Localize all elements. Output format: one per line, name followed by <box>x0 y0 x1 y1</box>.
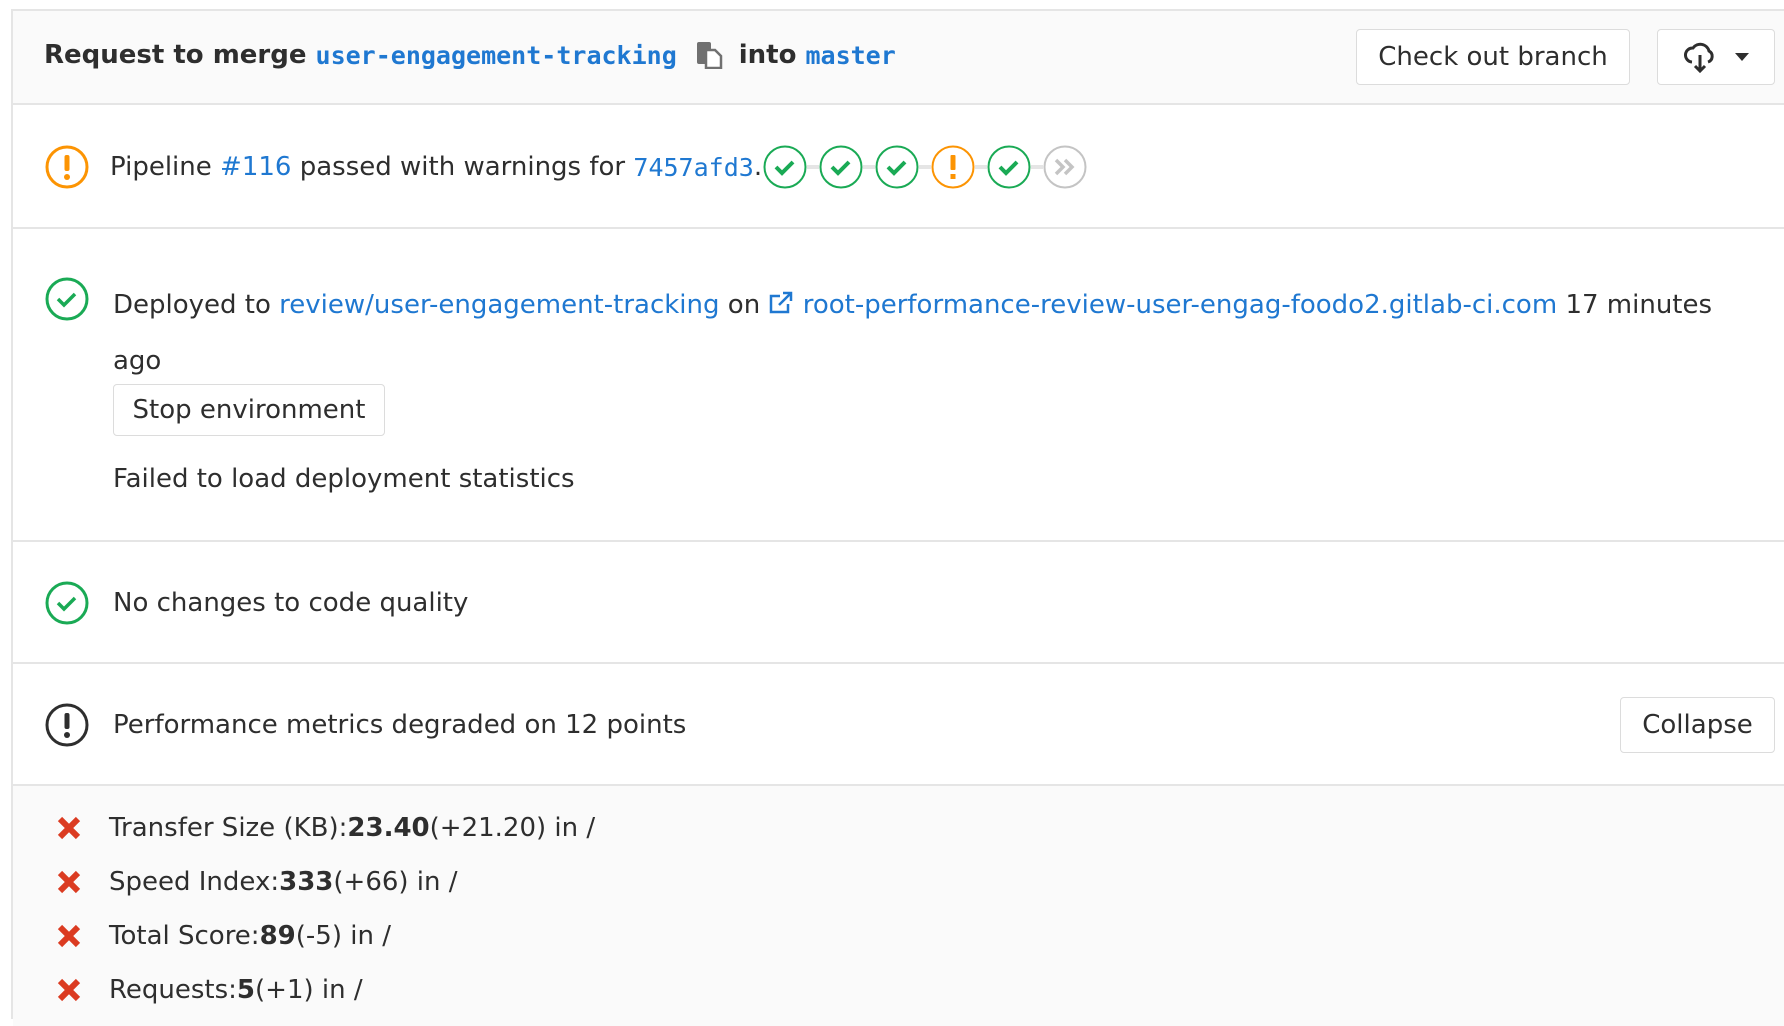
metric-delta: (+1) in / <box>255 975 363 1005</box>
deploy-prefix: Deployed to <box>113 290 271 320</box>
neutral-warning-icon <box>45 703 89 747</box>
metric-value: 89 <box>259 921 296 951</box>
metric-value: 333 <box>279 867 334 897</box>
performance-summary: Performance metrics degraded on 12 point… <box>113 710 687 740</box>
metric-item: Transfer Size (KB): 23.40 (+21.20) in / <box>13 810 595 846</box>
check-out-branch-button[interactable]: Check out branch <box>1356 29 1630 85</box>
degraded-x-icon <box>57 924 81 948</box>
metric-item: Requests: 5 (+1) in / <box>13 972 363 1008</box>
stop-environment-label: Stop environment <box>132 395 366 425</box>
degraded-x-icon <box>57 816 81 840</box>
metric-value: 5 <box>236 975 256 1005</box>
degraded-x-icon <box>57 870 81 894</box>
metric-name: Total Score: <box>109 921 260 951</box>
stage-success-icon[interactable] <box>875 145 919 189</box>
deploy-on: on <box>727 290 761 320</box>
stage-skipped-icon[interactable] <box>1043 145 1087 189</box>
degraded-x-icon <box>57 978 81 1002</box>
pipeline-id-link[interactable]: #116 <box>220 152 292 182</box>
pipeline-status-text: passed with warnings for <box>299 152 626 182</box>
collapse-label: Collapse <box>1642 710 1753 740</box>
stage-warning-icon[interactable] <box>931 145 975 189</box>
merge-request-widget: Request to merge user-engagement-trackin… <box>11 9 1784 1026</box>
metric-name: Requests: <box>109 975 237 1005</box>
chevron-down-icon <box>1735 53 1749 61</box>
environment-url-link[interactable]: root-performance-review-user-engag-foodo… <box>802 290 1558 320</box>
commit-link[interactable]: 7457afd3 <box>633 152 754 182</box>
performance-metrics-list: Transfer Size (KB): 23.40 (+21.20) in / Spe… <box>13 786 1784 1026</box>
stage-success-icon[interactable] <box>819 145 863 189</box>
success-status-icon <box>45 581 89 625</box>
external-link-icon <box>770 291 793 314</box>
collapse-button[interactable]: Collapse <box>1620 697 1775 753</box>
metric-name: Speed Index: <box>109 867 280 897</box>
metric-value: 23.40 <box>347 813 430 843</box>
stage-success-icon[interactable] <box>763 145 807 189</box>
cloud-download-icon <box>1684 42 1714 74</box>
pipeline-section: Pipeline #116 passed with warnings for 7… <box>13 105 1784 229</box>
code-quality-section: No changes to code quality <box>13 542 1784 664</box>
code-quality-text: No changes to code quality <box>113 588 469 618</box>
performance-section: Performance metrics degraded on 12 point… <box>13 664 1784 786</box>
stop-environment-button[interactable]: Stop environment <box>113 384 385 436</box>
check-out-branch-label: Check out branch <box>1378 42 1608 72</box>
target-branch-link[interactable]: master <box>805 40 896 70</box>
metric-item: Total Score: 89 (-5) in / <box>13 918 391 954</box>
header-prefix: Request to merge <box>44 40 307 70</box>
pipeline-stages <box>763 145 1103 189</box>
mr-header: Request to merge user-engagement-trackin… <box>13 11 1784 105</box>
metric-delta: (+66) in / <box>333 867 458 897</box>
copy-branch-icon[interactable] <box>695 41 723 70</box>
pipeline-label: Pipeline <box>110 152 212 182</box>
warning-status-icon <box>45 145 89 189</box>
metric-name: Transfer Size (KB): <box>109 813 348 843</box>
metric-delta: (+21.20) in / <box>429 813 596 843</box>
header-into: into <box>738 40 797 70</box>
period: . <box>753 152 763 182</box>
download-dropdown-button[interactable] <box>1657 29 1775 85</box>
deployment-stats-error: Failed to load deployment statistics <box>113 464 575 494</box>
metric-item: Speed Index: 333 (+66) in / <box>13 864 458 900</box>
deployment-section: Deployed to review/user-engagement-track… <box>13 229 1784 542</box>
deploy-time: 17 minutes ago <box>113 290 1713 376</box>
environment-link[interactable]: review/user-engagement-tracking <box>279 290 720 320</box>
source-branch-link[interactable]: user-engagement-tracking <box>315 40 677 70</box>
stage-success-icon[interactable] <box>987 145 1031 189</box>
metric-delta: (-5) in / <box>295 921 391 951</box>
success-status-icon <box>45 277 89 321</box>
